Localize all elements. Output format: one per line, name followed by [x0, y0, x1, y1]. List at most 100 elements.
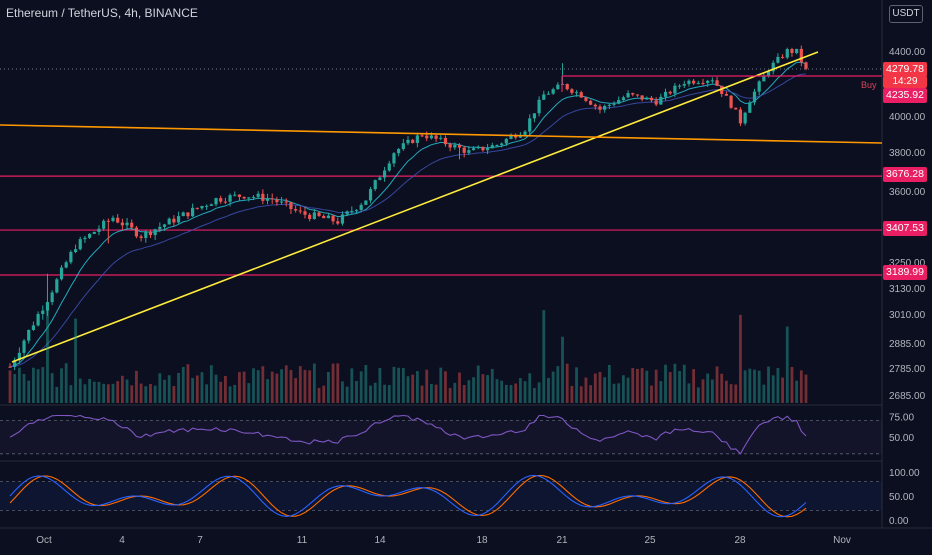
volume-bar — [682, 364, 686, 403]
volume-bar — [69, 385, 73, 403]
candle-body — [237, 194, 242, 197]
price-tick-label: 3800.00 — [889, 148, 926, 159]
candle-body — [603, 105, 607, 110]
volume-bar — [205, 384, 209, 403]
volume-bar — [547, 377, 550, 403]
volume-bar — [490, 368, 494, 403]
candle-body — [532, 113, 537, 119]
volume-bar — [472, 377, 475, 403]
volume-bar — [298, 366, 302, 403]
candle-body — [570, 89, 574, 93]
volume-bar — [27, 380, 31, 403]
symbol-title[interactable]: Ethereum / TetherUS, 4h, BINANCE — [6, 6, 198, 20]
candle-body — [78, 239, 82, 250]
candle-body — [303, 211, 307, 215]
price-tick-label: 3010.00 — [889, 310, 926, 321]
candle-body — [668, 91, 672, 94]
candle-body — [354, 209, 359, 211]
volume-bar — [219, 381, 223, 403]
candle-body — [752, 91, 757, 103]
volume-bar — [387, 385, 391, 403]
volume-bar — [327, 372, 330, 403]
price-tick-label: 2885.00 — [889, 339, 926, 350]
volume-bar — [345, 386, 349, 403]
candle-body — [148, 231, 153, 236]
candle-body — [425, 135, 429, 139]
volume-bar — [308, 370, 312, 403]
volume-bar — [289, 369, 293, 403]
volume-bar — [518, 378, 522, 403]
volume-bar — [603, 377, 607, 403]
volume-bar — [186, 364, 190, 403]
volume-bar — [584, 377, 588, 403]
candle-body — [453, 144, 457, 148]
volume-bar — [355, 381, 358, 403]
volume-bar — [200, 372, 204, 403]
candle-body — [546, 93, 551, 95]
candle-body — [69, 252, 73, 263]
candle-body — [359, 204, 363, 210]
volume-bar — [725, 380, 728, 403]
rsi-tick-label: 75.00 — [889, 412, 914, 423]
volume-bar — [654, 369, 658, 403]
volume-bar — [350, 368, 354, 403]
time-tick-label: 18 — [476, 535, 488, 546]
volume-bar — [149, 383, 152, 403]
candle-body — [729, 95, 733, 108]
volume-bar — [715, 366, 719, 403]
candle-body — [134, 227, 139, 237]
candle-body — [64, 262, 68, 268]
candle-body — [261, 193, 265, 201]
volume-bar — [46, 301, 49, 403]
volume-bar — [247, 383, 251, 403]
candle-body — [649, 97, 654, 101]
candle-body — [50, 292, 54, 303]
volume-bar — [214, 374, 218, 403]
volume-bar — [32, 367, 35, 403]
volume-bar — [739, 314, 742, 403]
candle-body — [481, 146, 485, 151]
candle-body — [279, 201, 284, 203]
volume-bar — [678, 371, 681, 403]
time-tick-label: 4 — [119, 535, 125, 546]
volume-bar — [415, 371, 419, 403]
candle-body — [771, 62, 775, 72]
candle-body — [696, 82, 700, 84]
candle-body — [382, 170, 387, 178]
candle-body — [509, 135, 513, 139]
volume-bar — [631, 367, 635, 403]
candle-body — [785, 49, 789, 58]
candle-body — [621, 97, 625, 101]
candle-body — [710, 80, 714, 82]
volume-bar — [481, 374, 485, 403]
volume-group — [8, 301, 808, 403]
candle-body — [167, 218, 171, 225]
volume-bar — [523, 381, 527, 403]
candle-body — [738, 109, 743, 124]
candle-body — [247, 197, 251, 199]
volume-bar — [790, 367, 794, 403]
volume-bar — [593, 373, 597, 403]
volume-bar — [514, 383, 518, 403]
currency-button[interactable]: USDT — [889, 5, 923, 23]
candles-group — [8, 45, 808, 371]
volume-bar — [55, 386, 59, 403]
volume-bar — [753, 369, 756, 403]
volume-bar — [448, 387, 452, 403]
candle-body — [326, 215, 330, 219]
volume-bar — [411, 374, 415, 403]
candle-body — [130, 222, 134, 228]
candle-body — [83, 237, 87, 240]
volume-bar — [509, 385, 513, 403]
candle-body — [200, 206, 204, 209]
volume-bar — [97, 381, 101, 403]
candle-body — [17, 352, 21, 361]
candle-body — [270, 198, 274, 200]
volume-bar — [710, 379, 714, 403]
volume-bar — [83, 384, 87, 403]
candle-body — [757, 81, 761, 92]
volume-bar — [771, 375, 775, 403]
candle-body — [45, 302, 50, 311]
